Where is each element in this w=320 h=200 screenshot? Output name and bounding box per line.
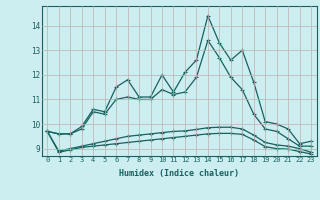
- X-axis label: Humidex (Indice chaleur): Humidex (Indice chaleur): [119, 169, 239, 178]
